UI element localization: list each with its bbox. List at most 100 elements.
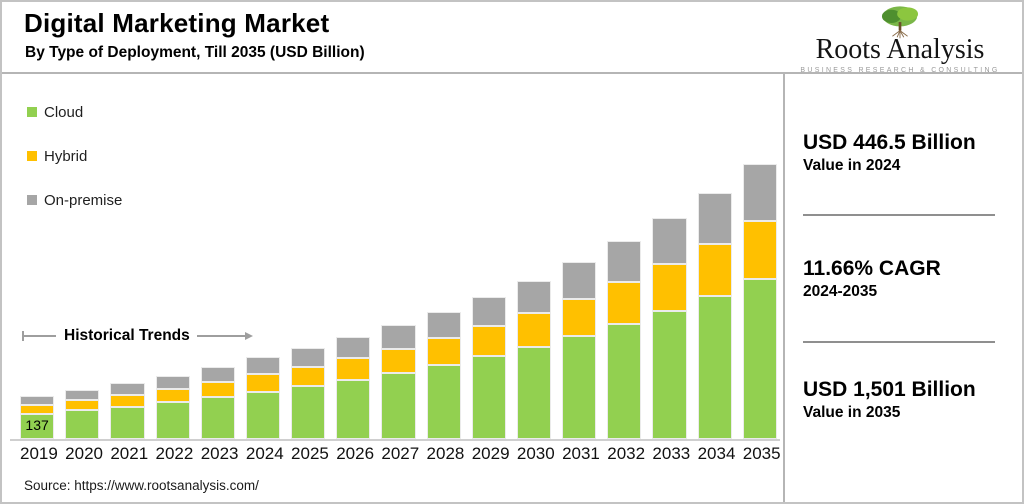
annotation-tick <box>22 331 24 341</box>
stat-2024-caption: Value in 2024 <box>803 157 901 174</box>
bar-2024 <box>245 357 281 439</box>
header: Digital Marketing Market By Type of Depl… <box>2 2 1022 74</box>
bar-segment-cloud <box>20 413 55 439</box>
annotation-line-right <box>196 335 245 337</box>
x-axis-label-2025: 2025 <box>291 444 329 463</box>
bar-2032 <box>607 241 642 439</box>
page-title: Digital Marketing Market <box>24 8 330 38</box>
header-divider <box>2 72 1022 74</box>
bar-segment-cloud <box>155 402 190 439</box>
stat-divider <box>803 341 995 343</box>
bar-segment-hybrid <box>562 298 597 336</box>
tree-icon <box>881 6 919 39</box>
bar-segment-hybrid <box>652 263 687 311</box>
bar-segment-hybrid <box>607 282 642 324</box>
bar-segment-hybrid <box>516 313 552 347</box>
stat-cagr-value: 11.66% CAGR <box>803 257 941 280</box>
stat-value-2035: USD 1,501 Billion Value in 2035 <box>803 377 976 423</box>
legend-item-hybrid: Hybrid <box>27 147 122 165</box>
bar-segment-cloud <box>110 406 145 439</box>
x-axis-label-2034: 2034 <box>697 444 736 463</box>
bar-segment-cloud <box>697 295 732 439</box>
stat-cagr: 11.66% CAGR 2024-2035 <box>803 256 941 302</box>
bar-segment-cloud <box>562 335 597 439</box>
bar-segment-on-premise <box>155 375 190 389</box>
legend-swatch-on-premise <box>27 195 37 205</box>
stat-2035-value: USD 1,501 Billion <box>803 378 976 401</box>
annotation-line-left <box>24 335 56 337</box>
bar-segment-on-premise <box>65 389 100 401</box>
bar-segment-on-premise <box>742 164 777 221</box>
x-axis-label-2033: 2033 <box>652 444 691 463</box>
bar-segment-on-premise <box>652 218 687 264</box>
bar-segment-hybrid <box>336 358 371 380</box>
bar-segment-cloud <box>426 365 461 439</box>
x-axis-label-2022: 2022 <box>155 444 194 463</box>
bar-segment-cloud <box>607 324 642 439</box>
bar-segment-on-premise <box>200 367 235 383</box>
x-axis-label-2028: 2028 <box>426 444 465 463</box>
bar-segment-hybrid <box>742 220 777 279</box>
source-note: Source: https://www.rootsanalysis.com/ <box>24 478 259 493</box>
bar-segment-hybrid <box>20 404 55 414</box>
bar-2034 <box>697 192 732 439</box>
bar-segment-cloud <box>516 346 552 439</box>
bar-segment-hybrid <box>155 388 190 403</box>
bar-segment-cloud <box>381 372 416 439</box>
stat-cagr-caption: 2024-2035 <box>803 283 878 300</box>
bar-2029 <box>471 297 506 439</box>
bar-2035 <box>742 164 777 439</box>
bar-segment-cloud <box>65 410 100 439</box>
x-axis-label-2026: 2026 <box>336 444 375 463</box>
bar-2021 <box>110 383 145 439</box>
bar-2031 <box>562 262 597 439</box>
bar-segment-cloud <box>742 278 777 439</box>
bar-segment-cloud <box>245 391 281 439</box>
bar-segment-on-premise <box>697 192 732 244</box>
x-axis-label-2024: 2024 <box>245 444 284 463</box>
page-subtitle: By Type of Deployment, Till 2035 (USD Bi… <box>25 44 365 61</box>
bar-segment-hybrid <box>471 326 506 357</box>
roots-analysis-logo: Roots Analysis BUSINESS RESEARCH & CONSU… <box>788 4 1012 74</box>
arrow-right-icon <box>244 332 253 340</box>
x-axis-label-2032: 2032 <box>607 444 646 463</box>
x-axis-label-2035: 2035 <box>742 444 781 463</box>
bar-segment-cloud <box>471 356 506 439</box>
bar-segment-hybrid <box>200 382 235 398</box>
x-axis-labels: 2019 2020 2021 2022 2023 2024 2025 2026 2027 2028… <box>20 444 781 464</box>
legend-label-hybrid: Hybrid <box>44 147 88 165</box>
bar-2025 <box>291 347 326 439</box>
legend-item-on-premise: On-premise <box>27 191 123 209</box>
bar-segment-hybrid <box>697 243 732 296</box>
logo-wordmark: Roots Analysis <box>815 34 985 65</box>
bar-2028 <box>426 311 461 439</box>
bar-segment-hybrid <box>426 338 461 365</box>
x-axis-label-2030: 2030 <box>516 444 555 463</box>
bar-segment-on-premise <box>336 336 371 359</box>
bar-segment-hybrid <box>245 374 281 392</box>
bar-2033 <box>652 218 687 439</box>
bar-2023 <box>200 367 235 439</box>
bar-segment-cloud <box>200 397 235 439</box>
legend-label-cloud: Cloud <box>44 103 84 121</box>
x-axis-label-2020: 2020 <box>65 444 103 463</box>
bar-segment-on-premise <box>245 357 281 375</box>
legend-swatch-hybrid <box>27 151 37 161</box>
chart-region: Cloud Hybrid On-premise Historical Trend… <box>2 74 783 502</box>
historical-trends-annotation: Historical Trends <box>22 327 253 345</box>
x-axis-line <box>10 439 780 441</box>
bar-segment-on-premise <box>607 241 642 283</box>
bar-segment-cloud <box>336 379 371 439</box>
bar-segment-on-premise <box>426 311 461 339</box>
bar-segment-on-premise <box>516 280 552 314</box>
bar-segment-on-premise <box>20 396 55 405</box>
bar-2022 <box>155 375 190 439</box>
x-axis-label-2031: 2031 <box>562 444 600 463</box>
bar-2030 <box>516 280 552 439</box>
legend-label-on-premise: On-premise <box>44 191 123 209</box>
x-axis-label-2027: 2027 <box>381 444 420 463</box>
bar-segment-cloud <box>291 385 326 439</box>
x-axis-label-2023: 2023 <box>200 444 239 463</box>
bar-segment-on-premise <box>110 383 145 395</box>
